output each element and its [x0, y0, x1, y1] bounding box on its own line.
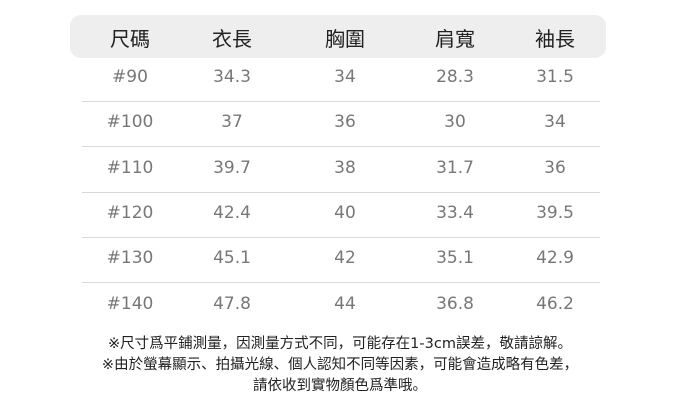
- table-cell: #100: [106, 112, 154, 133]
- table-cell: 33.4: [436, 202, 474, 223]
- header-cell: 衣長: [212, 27, 252, 51]
- table-cell: 31.7: [436, 157, 474, 178]
- note-line: 請依收到實物顏色爲準哦。: [253, 378, 427, 394]
- table-cell: #120: [106, 202, 154, 223]
- table-cell: 36: [544, 157, 566, 178]
- row-divider: [82, 191, 600, 193]
- header-cell: 尺碼: [110, 27, 150, 51]
- table-cell: #140: [106, 293, 154, 314]
- note-line: ※由於螢幕顯示、拍攝光線、個人認知不同等因素，可能會造成略有色差，: [101, 357, 579, 373]
- table-cell: 47.8: [213, 293, 251, 314]
- table-cell: #130: [106, 248, 154, 269]
- table-cell: 34.3: [213, 67, 251, 87]
- row-divider: [82, 101, 600, 102]
- header-cell: 袖長: [535, 27, 575, 51]
- table-cell: 39.5: [536, 202, 574, 223]
- table-cell: 42.4: [213, 202, 251, 223]
- size-notes: ※尺寸爲平鋪測量，因測量方式不同，可能存在1-3cm誤差，敬請諒解。 ※由於螢幕…: [0, 334, 680, 397]
- table-cell: 36: [334, 112, 356, 133]
- table-cell: 28.3: [436, 67, 474, 87]
- table-cell: 31.5: [536, 67, 574, 87]
- row-divider: [82, 146, 600, 148]
- table-row: #90 34.3 34 28.3 31.5: [0, 57, 680, 102]
- note-line: ※尺寸爲平鋪測量，因測量方式不同，可能存在1-3cm誤差，敬請諒解。: [108, 336, 572, 352]
- row-divider: [82, 236, 600, 238]
- header-cell: 肩寬: [435, 27, 475, 51]
- table-cell: #90: [112, 67, 148, 87]
- table-cell: 46.2: [536, 293, 574, 314]
- table-cell: 40: [334, 202, 356, 223]
- row-divider: [82, 282, 600, 284]
- table-cell: #110: [106, 157, 154, 178]
- table-row: #130 45.1 42 35.1 42.9: [0, 238, 680, 284]
- table-cell: 36.8: [436, 293, 474, 314]
- table-cell: 42: [334, 248, 356, 269]
- table-header: [70, 15, 606, 58]
- table-cell: 35.1: [436, 248, 474, 269]
- table-cell: 42.9: [536, 248, 574, 269]
- table-cell: 38: [334, 157, 356, 178]
- table-row: #100 37 36 30 34: [0, 102, 680, 148]
- table-row: #140 47.8 44 36.8 46.2: [0, 284, 680, 329]
- table-cell: 34: [544, 112, 566, 133]
- table-cell: 34: [334, 67, 356, 87]
- table-cell: 37: [221, 112, 243, 133]
- table-cell: 45.1: [213, 248, 251, 269]
- table-row: #110 39.7 38 31.7 36: [0, 148, 680, 193]
- table-cell: 30: [444, 112, 466, 133]
- header-cell: 胸圍: [325, 27, 365, 51]
- table-cell: 44: [334, 293, 356, 314]
- table-cell: 39.7: [213, 157, 251, 178]
- table-row: #120 42.4 40 33.4 39.5: [0, 193, 680, 238]
